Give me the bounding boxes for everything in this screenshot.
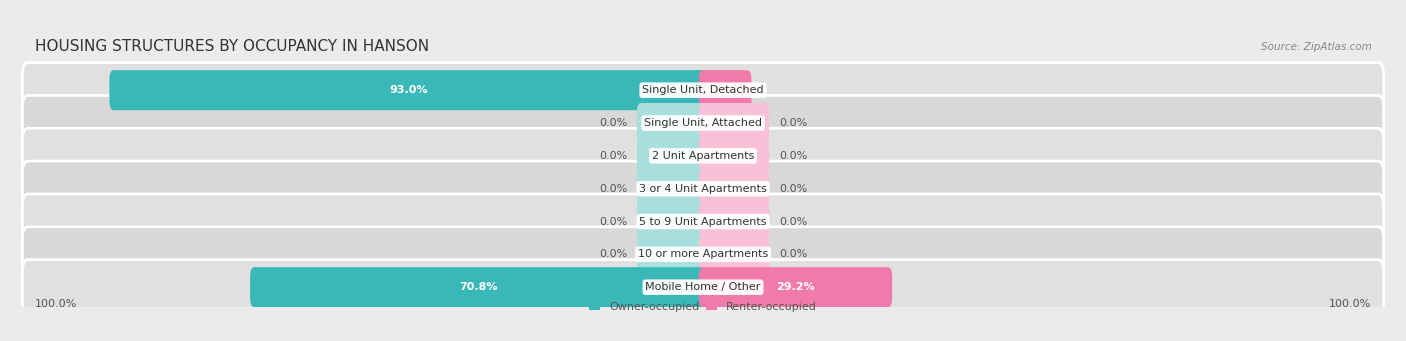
FancyBboxPatch shape — [637, 136, 707, 176]
Text: 0.0%: 0.0% — [779, 184, 807, 194]
FancyBboxPatch shape — [699, 267, 893, 307]
Legend: Owner-occupied, Renter-occupied: Owner-occupied, Renter-occupied — [589, 302, 817, 312]
Text: Mobile Home / Other: Mobile Home / Other — [645, 282, 761, 292]
Text: 2 Unit Apartments: 2 Unit Apartments — [652, 151, 754, 161]
FancyBboxPatch shape — [22, 260, 1384, 315]
Text: 0.0%: 0.0% — [599, 184, 627, 194]
Text: 0.0%: 0.0% — [779, 118, 807, 128]
Text: 0.0%: 0.0% — [599, 249, 627, 260]
FancyBboxPatch shape — [637, 202, 707, 241]
FancyBboxPatch shape — [699, 234, 769, 275]
FancyBboxPatch shape — [699, 136, 769, 176]
FancyBboxPatch shape — [699, 103, 769, 143]
Text: HOUSING STRUCTURES BY OCCUPANCY IN HANSON: HOUSING STRUCTURES BY OCCUPANCY IN HANSO… — [35, 39, 429, 54]
Text: 93.0%: 93.0% — [389, 85, 427, 95]
Text: 29.2%: 29.2% — [776, 282, 815, 292]
Text: 3 or 4 Unit Apartments: 3 or 4 Unit Apartments — [640, 184, 766, 194]
FancyBboxPatch shape — [22, 194, 1384, 249]
Text: 0.0%: 0.0% — [599, 217, 627, 226]
Text: 70.8%: 70.8% — [460, 282, 498, 292]
Text: 100.0%: 100.0% — [1329, 299, 1371, 309]
Text: 5 to 9 Unit Apartments: 5 to 9 Unit Apartments — [640, 217, 766, 226]
FancyBboxPatch shape — [637, 169, 707, 209]
Text: 0.0%: 0.0% — [779, 249, 807, 260]
Text: 0.0%: 0.0% — [599, 151, 627, 161]
FancyBboxPatch shape — [22, 95, 1384, 151]
FancyBboxPatch shape — [637, 103, 707, 143]
FancyBboxPatch shape — [250, 267, 707, 307]
FancyBboxPatch shape — [22, 227, 1384, 282]
FancyBboxPatch shape — [22, 63, 1384, 118]
FancyBboxPatch shape — [22, 161, 1384, 216]
FancyBboxPatch shape — [637, 234, 707, 275]
Text: Source: ZipAtlas.com: Source: ZipAtlas.com — [1261, 42, 1371, 52]
Text: 0.0%: 0.0% — [779, 217, 807, 226]
Text: Single Unit, Attached: Single Unit, Attached — [644, 118, 762, 128]
FancyBboxPatch shape — [699, 202, 769, 241]
Text: 7.0%: 7.0% — [710, 85, 741, 95]
FancyBboxPatch shape — [699, 70, 751, 110]
FancyBboxPatch shape — [110, 70, 707, 110]
FancyBboxPatch shape — [22, 128, 1384, 183]
Text: 0.0%: 0.0% — [599, 118, 627, 128]
Text: 0.0%: 0.0% — [779, 151, 807, 161]
Text: 100.0%: 100.0% — [35, 299, 77, 309]
FancyBboxPatch shape — [699, 169, 769, 209]
Text: Single Unit, Detached: Single Unit, Detached — [643, 85, 763, 95]
Text: 10 or more Apartments: 10 or more Apartments — [638, 249, 768, 260]
